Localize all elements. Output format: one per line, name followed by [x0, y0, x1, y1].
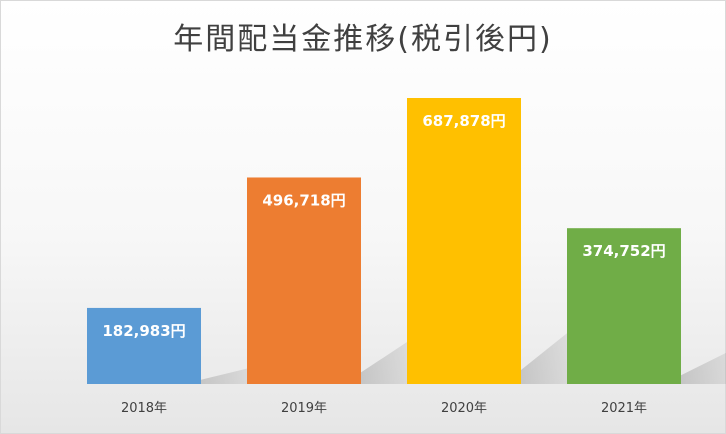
x-tick-label: 2021年: [601, 401, 647, 416]
x-tick-label: 2018年: [121, 401, 167, 416]
data-label: 374,752円: [582, 242, 665, 260]
x-tick-label: 2019年: [281, 401, 327, 416]
data-label: 182,983円: [102, 322, 185, 340]
data-labels: 182,983円 496,718円 687,878円 374,752円: [102, 112, 665, 340]
bars: [87, 98, 681, 384]
bar-2018年: [87, 307, 201, 384]
x-tick-label: 2020年: [441, 401, 487, 416]
data-label: 496,718円: [262, 191, 345, 209]
chart-title: 年間配当金推移(税引後円): [173, 22, 553, 57]
bar-2020年: [407, 98, 521, 384]
bar-2021年: [567, 228, 681, 384]
data-label: 687,878円: [422, 112, 505, 130]
bar-shadow: [681, 352, 726, 384]
bar-2019年: [247, 177, 361, 384]
x-axis-tick-labels: 2018年 2019年 2020年 2021年: [121, 401, 647, 416]
